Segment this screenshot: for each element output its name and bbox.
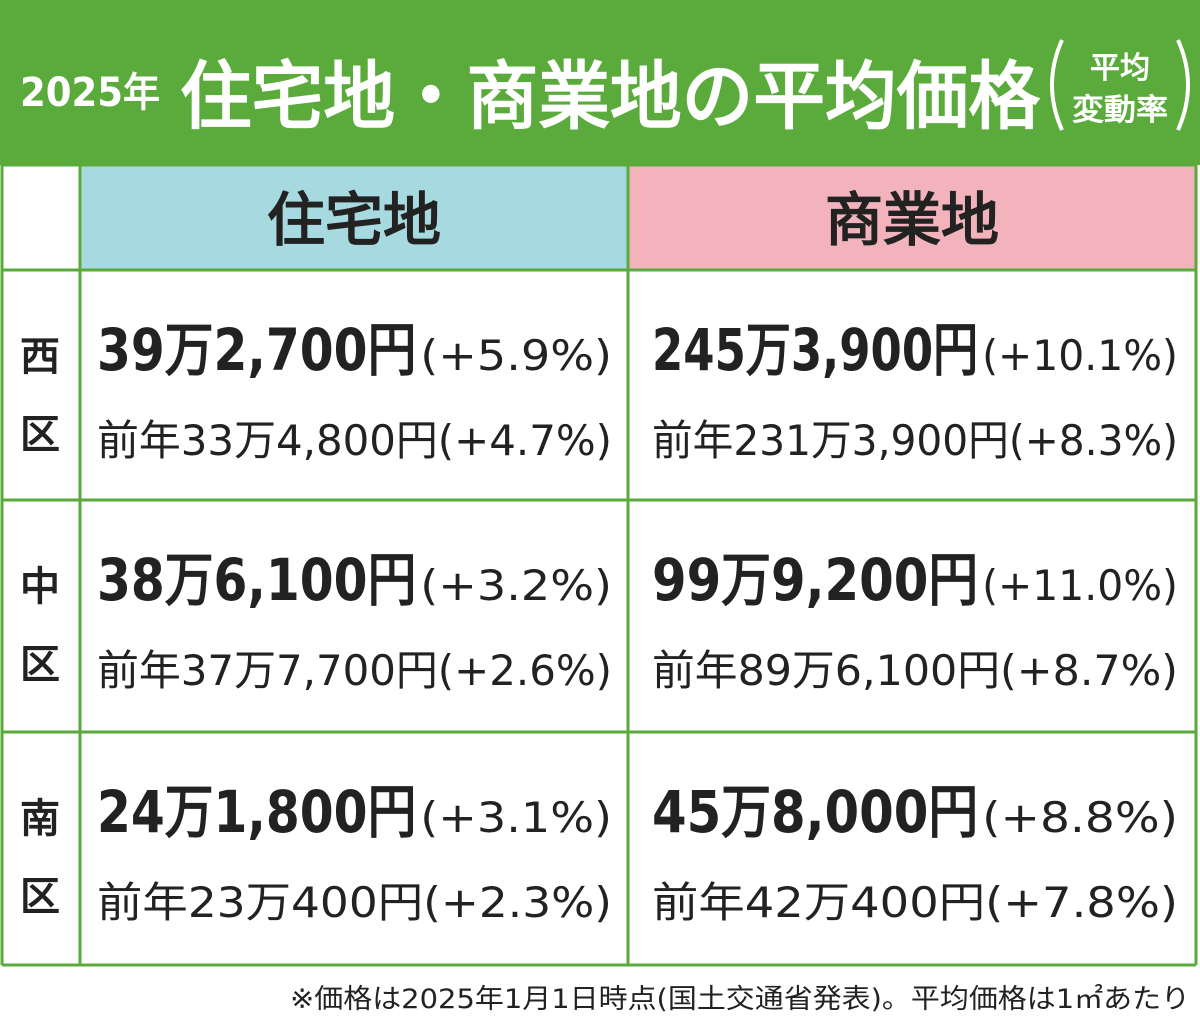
change: (+11.0%) — [982, 561, 1178, 610]
paren-left — [1050, 39, 1064, 131]
header-note: 変動率 — [1072, 93, 1168, 128]
previous: 前年23万400円(+2.3%) — [97, 878, 612, 927]
price: 45万8,000円 — [652, 778, 978, 846]
price: 99万9,200円 — [652, 546, 978, 614]
previous: 前年37万7,700円(+2.6%) — [97, 646, 612, 695]
header-year: 2025年 — [20, 70, 160, 116]
header-title: 住宅地・商業地の平均価格 — [180, 54, 1041, 140]
header-cell — [628, 165, 1195, 270]
row-label: 区 — [20, 874, 60, 920]
change: (+3.1%) — [420, 793, 612, 842]
header-note: 平均 — [1090, 51, 1150, 86]
column-header: 商業地 — [825, 186, 999, 254]
change: (+10.1%) — [982, 331, 1178, 380]
previous: 前年89万6,100円(+8.7%) — [652, 646, 1178, 695]
paren-right — [1176, 39, 1190, 131]
row-label: 中 — [20, 564, 60, 610]
price: 24万1,800円 — [97, 778, 416, 846]
previous: 前年42万400円(+7.8%) — [652, 878, 1178, 927]
change: (+5.9%) — [420, 331, 612, 380]
row-label: 区 — [20, 412, 60, 458]
previous: 前年231万3,900円(+8.3%) — [652, 416, 1178, 465]
row-label: 南 — [20, 796, 60, 842]
price: 245万3,900円 — [652, 316, 978, 384]
header-band — [0, 0, 1200, 165]
row-label: 区 — [20, 642, 60, 688]
price: 39万2,700円 — [97, 316, 416, 384]
footnote: ※価格は2025年1月1日時点(国土交通省発表)。平均価格は1㎡あたり — [290, 984, 1190, 1015]
price: 38万6,100円 — [97, 546, 416, 614]
change: (+3.2%) — [420, 561, 612, 610]
column-header: 住宅地 — [267, 186, 441, 254]
header-cell — [80, 165, 628, 270]
row-label: 西 — [20, 334, 60, 380]
previous: 前年33万4,800円(+4.7%) — [97, 416, 612, 465]
change: (+8.8%) — [982, 793, 1178, 842]
